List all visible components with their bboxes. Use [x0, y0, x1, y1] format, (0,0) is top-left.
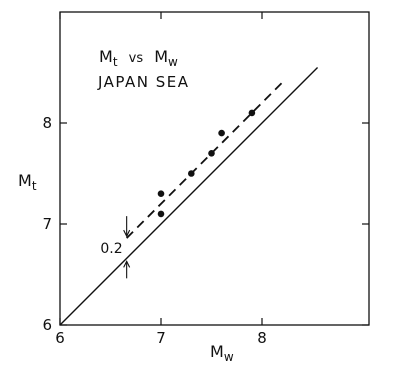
data-point [157, 190, 165, 197]
data-points [157, 109, 256, 218]
data-point [208, 150, 215, 157]
data-point [218, 129, 225, 137]
y-tick-label: 7 [42, 215, 52, 233]
data-point [157, 210, 165, 218]
tick-marks [59, 12, 369, 326]
x-tick-label: 7 [156, 329, 166, 347]
data-point [248, 109, 256, 117]
offset-arrowhead-down [123, 229, 131, 238]
plot-frame [59, 11, 370, 326]
fit-lines [59, 66, 319, 326]
data-point [188, 170, 195, 177]
solid-reference-line [59, 66, 319, 326]
y-tick-label: 8 [42, 114, 52, 132]
offset-arrowhead-up [123, 260, 131, 268]
x-tick-label: 8 [257, 329, 267, 347]
offset-label: 0.2 [100, 241, 122, 257]
y-axis-label: Mt [18, 171, 37, 193]
y-tick-label: 6 [42, 316, 52, 334]
title-main: Mt vs Mw [99, 47, 178, 70]
dashed-fit-line [126, 81, 283, 239]
chart-subtitle: JAPAN SEA [97, 73, 190, 91]
chart-labels: Mt vs Mw JAPAN SEA Mw Mt 6 7 8 6 7 8 0.2 [18, 47, 267, 364]
x-axis-label: Mw [210, 342, 234, 364]
x-tick-label: 6 [55, 329, 65, 347]
